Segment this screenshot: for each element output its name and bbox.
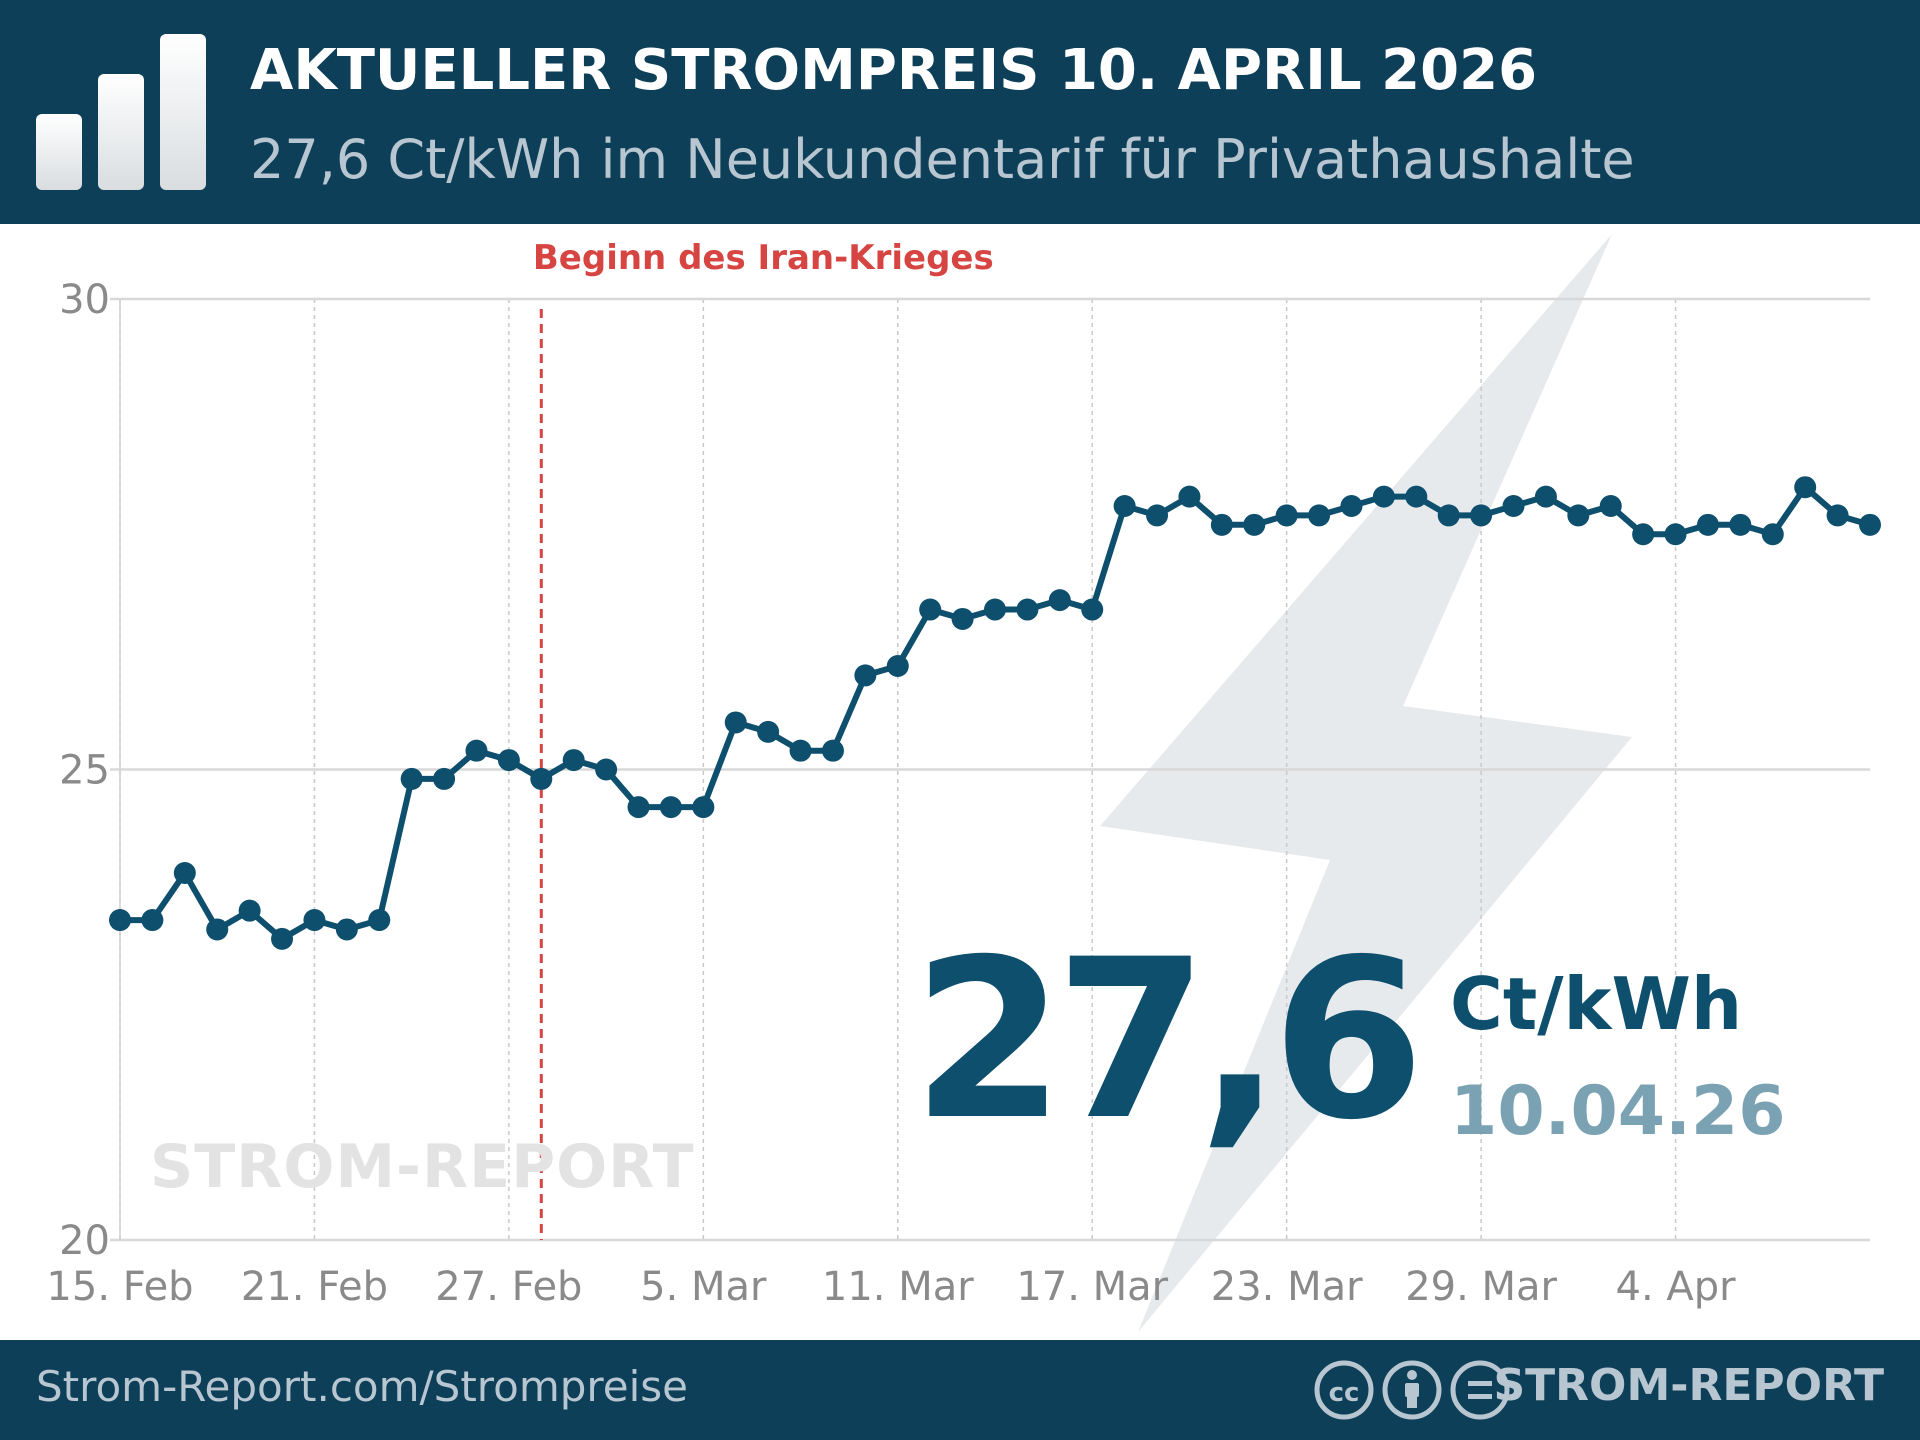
data-point [1016, 598, 1039, 621]
data-point [1502, 495, 1525, 518]
data-point [1696, 513, 1719, 536]
footer-link[interactable]: Strom-Report.com/Strompreise [36, 1362, 688, 1411]
data-point [1048, 589, 1071, 612]
watermark: STROM-REPORT [150, 1132, 695, 1202]
data-point [173, 862, 196, 885]
data-point [821, 739, 844, 762]
data-point [433, 767, 456, 790]
license-icons: cc [1314, 1360, 1510, 1420]
data-point [627, 796, 650, 819]
page-title: AKTUELLER STROMPREIS 10. APRIL 2026 [250, 38, 1538, 103]
data-point [1534, 485, 1557, 508]
x-tick-label: 21. Feb [241, 1264, 388, 1310]
data-point [1081, 598, 1104, 621]
data-point [1146, 504, 1169, 527]
x-tick-label: 29. Mar [1405, 1264, 1557, 1310]
y-tick-label: 20 [59, 1218, 110, 1264]
event-marker-label: Beginn des Iran-Krieges [533, 238, 994, 278]
lightning-bolt-icon [1100, 234, 1632, 1332]
cc-icon: cc [1314, 1360, 1374, 1420]
price-line-chart: 15. Feb 21. Feb 27. Feb 5. Mar 11. Mar 17. Ma… [46, 234, 1881, 1332]
data-point [1729, 513, 1752, 536]
data-point [1178, 485, 1201, 508]
data-point [1794, 476, 1817, 499]
data-point [1113, 495, 1136, 518]
data-point [789, 739, 812, 762]
data-point [692, 796, 715, 819]
attribution-icon [1382, 1360, 1442, 1420]
data-point [1470, 504, 1493, 527]
data-point [1275, 504, 1298, 527]
data-point [1859, 513, 1881, 536]
data-point [951, 607, 974, 630]
data-point [1243, 513, 1266, 536]
data-point [659, 796, 682, 819]
data-point [1340, 495, 1363, 518]
series-line [120, 484, 1871, 942]
data-point [465, 739, 488, 762]
svg-text:cc: cc [1329, 1378, 1360, 1408]
data-point [919, 598, 942, 621]
data-point [1372, 485, 1395, 508]
data-point [335, 918, 358, 941]
data-point [238, 899, 261, 922]
y-tick-label: 25 [59, 748, 110, 794]
x-tick-label: 15. Feb [46, 1264, 193, 1310]
data-point [271, 927, 294, 950]
data-point [1210, 513, 1233, 536]
data-point [1599, 495, 1622, 518]
x-tick-label: 5. Mar [640, 1264, 767, 1310]
bar-chart-icon [36, 34, 206, 190]
x-tick-label: 11. Mar [822, 1264, 974, 1310]
data-point [400, 767, 423, 790]
x-tick-label: 23. Mar [1211, 1264, 1363, 1310]
data-point [1567, 504, 1590, 527]
header-bar: AKTUELLER STROMPREIS 10. APRIL 2026 27,6… [0, 0, 1920, 224]
data-point [1632, 523, 1655, 546]
x-tick-label: 4. Apr [1616, 1264, 1737, 1310]
current-price-value: 27,6 [912, 912, 1425, 1168]
data-point [562, 749, 585, 772]
data-point [368, 909, 391, 932]
page-subtitle: 27,6 Ct/kWh im Neukundentarif für Privat… [250, 128, 1635, 191]
data-point [854, 664, 877, 687]
data-point [141, 909, 164, 932]
current-price-unit: Ct/kWh [1450, 962, 1743, 1046]
data-point [724, 711, 747, 734]
data-point [984, 598, 1006, 621]
x-tick-label: 17. Mar [1016, 1264, 1168, 1310]
y-tick-label: 30 [59, 277, 110, 323]
footer-brand: STROM-REPORT [1493, 1360, 1884, 1411]
footer-bar: Strom-Report.com/Strompreise cc STROM-RE… [0, 1340, 1920, 1440]
data-point [1405, 485, 1428, 508]
data-point [530, 767, 553, 790]
data-point [757, 720, 780, 743]
data-point [497, 749, 520, 772]
data-point [1826, 504, 1849, 527]
data-point [109, 909, 131, 932]
x-tick-label: 27. Feb [435, 1264, 582, 1310]
data-point [206, 918, 229, 941]
current-price-date: 10.04.26 [1450, 1072, 1786, 1151]
data-point [1761, 523, 1784, 546]
data-point [1664, 523, 1687, 546]
data-point [1308, 504, 1331, 527]
data-point [886, 654, 909, 677]
no-derivatives-icon [1450, 1360, 1510, 1420]
data-point [595, 758, 618, 781]
data-point [303, 909, 326, 932]
data-point [1437, 504, 1460, 527]
